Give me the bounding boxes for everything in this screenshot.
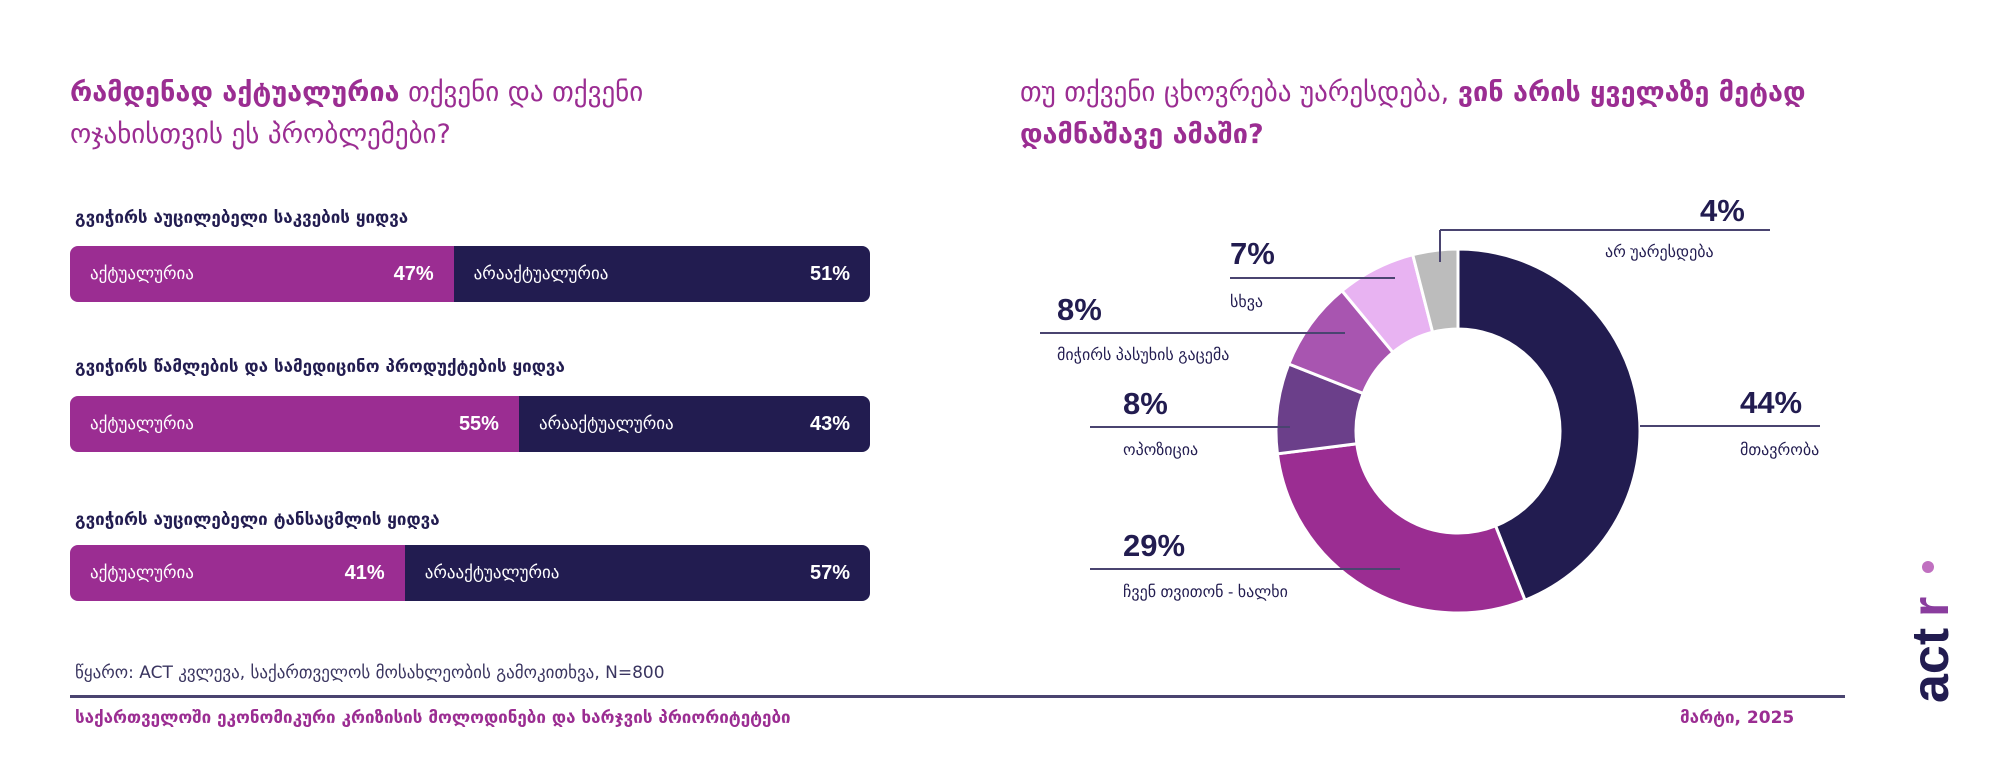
slice-value: 4% [1700,193,1745,228]
bar-segment: არააქტუალურია 51% [453,246,870,302]
report-title: საქართველოში ეკონომიკური კრიზისის მოლოდი… [75,708,791,728]
left-title: რამდენად აქტუალურია თქვენი და თქვენი ოჯა… [70,77,644,150]
slice-value: 8% [1123,386,1168,421]
slice-label: ოპოზიცია [1123,442,1199,459]
slice-value: 8% [1057,292,1102,327]
slice-label: სხვა [1230,294,1264,311]
segment-value: 55% [458,412,499,435]
bar-segment: აქტუალურია 41% [70,545,405,601]
slice-value: 44% [1740,385,1803,420]
donut-slice [1275,442,1527,615]
segment-label: არააქტუალურია [538,414,674,434]
bar-category-label: გვიჭირს აუცილებელი ტანსაცმლის ყიდვა [75,510,440,530]
slice-label: ჩვენ თვითონ - ხალხი [1123,584,1288,601]
report-date: მარტი, 2025 [1680,708,1795,728]
segment-value: 57% [809,561,850,584]
slice-label: მთავრობა [1740,442,1820,459]
segment-label: არააქტუალურია [424,563,560,583]
segment-label: აქტუალურია [90,414,194,434]
donut-slice [1410,247,1460,335]
footer-divider [70,695,1845,698]
segment-value: 51% [809,262,850,285]
bar-segment: აქტუალურია 47% [70,246,454,302]
segment-label: აქტუალურია [90,563,194,583]
stacked-bar: აქტუალურია 41% არააქტუალურია 57% [70,545,870,601]
bar-category-label: გვიჭირს წამლების და სამედიცინო პროდუქტებ… [75,357,565,377]
stacked-bar: აქტუალურია 47% არააქტუალურია 51% [70,246,870,302]
actr-logo: act r [1902,561,1960,703]
bar-category-label: გვიჭირს აუცილებელი საკვების ყიდვა [75,208,409,228]
svg-text:r: r [1902,597,1960,617]
bar-segment: არააქტუალურია 57% [404,545,870,601]
donut-slice [1456,247,1642,603]
svg-text:act: act [1902,628,1960,703]
slice-value: 7% [1230,236,1275,271]
right-title: თუ თქვენი ცხოვრება უარესდება, ვინ არის ყ… [1020,77,1806,150]
bar-segment: არააქტუალურია 43% [518,396,870,452]
segment-label: აქტუალურია [90,264,194,284]
bar-segment: აქტუალურია 55% [70,396,519,452]
slice-label: არ უარესდება [1605,244,1714,261]
segment-value: 43% [809,412,850,435]
segment-value: 47% [393,262,434,285]
source-note: წყარო: ACT კვლევა, საქართველოს მოსახლეობ… [75,663,665,683]
slice-label: მიჭირს პასუხის გაცემა [1057,347,1230,364]
segment-label: არააქტუალურია [473,264,609,284]
segment-value: 41% [344,561,385,584]
slice-value: 29% [1123,528,1186,563]
stacked-bar: აქტუალურია 55% არააქტუალურია 43% [70,396,870,452]
